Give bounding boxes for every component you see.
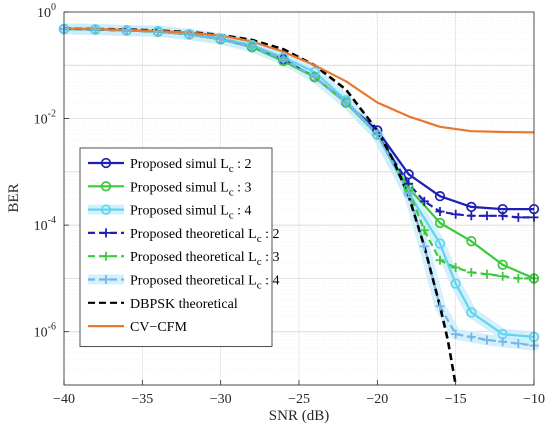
legend-label: Proposed theoretical Lc : 3 bbox=[130, 250, 280, 268]
x-axis-label: SNR (dB) bbox=[269, 408, 329, 424]
data-point bbox=[435, 207, 445, 217]
data-point bbox=[482, 335, 492, 345]
data-point bbox=[122, 25, 132, 35]
legend-entry: Proposed theoretical Lc : 2 bbox=[88, 227, 280, 245]
legend-box bbox=[79, 147, 273, 347]
x-tick-label: −10 bbox=[523, 392, 545, 407]
legend-label: Proposed theoretical Lc : 4 bbox=[130, 274, 280, 292]
x-tick-label: −15 bbox=[445, 392, 467, 407]
data-point bbox=[513, 212, 523, 222]
data-point bbox=[482, 211, 492, 221]
legend-marker bbox=[100, 181, 112, 192]
series-markers bbox=[58, 23, 540, 351]
legend-marker bbox=[101, 275, 111, 284]
legend-label: DBPSK theoretical bbox=[130, 297, 238, 312]
data-point bbox=[466, 211, 476, 221]
data-point bbox=[153, 27, 163, 37]
data-point bbox=[435, 255, 445, 265]
data-point bbox=[404, 188, 414, 198]
data-point bbox=[216, 34, 226, 44]
y-tick-labels: 100 10-2 10-4 10-6 bbox=[34, 2, 56, 341]
data-point bbox=[310, 72, 320, 82]
data-point bbox=[247, 42, 257, 52]
x-tick-label: −30 bbox=[210, 392, 232, 407]
data-point bbox=[466, 267, 476, 277]
data-point bbox=[513, 339, 523, 349]
y-tick-label: 100 bbox=[37, 2, 56, 21]
y-axis-label: BER bbox=[6, 183, 22, 212]
x-tick-labels: −40 −35 −30 −25 −20 −15 −10 bbox=[53, 392, 545, 407]
x-tick-label: −35 bbox=[131, 392, 153, 407]
data-point bbox=[498, 337, 508, 347]
legend: Proposed simul Lc : 2 Proposed simul Lc :… bbox=[79, 147, 280, 347]
y-tick-label: 10-4 bbox=[34, 215, 56, 234]
x-tick-label: −25 bbox=[288, 392, 310, 407]
legend-label: Proposed simul Lc : 3 bbox=[130, 180, 252, 198]
data-point bbox=[513, 273, 523, 283]
legend-entry: Proposed theoretical Lc : 3 bbox=[88, 250, 280, 268]
legend-label: Proposed theoretical Lc : 2 bbox=[130, 227, 280, 245]
legend-entry: DBPSK theoretical bbox=[88, 297, 238, 312]
legend-entry: Proposed simul Lc : 3 bbox=[88, 180, 252, 198]
data-point bbox=[498, 211, 508, 221]
x-tick-label: −40 bbox=[53, 392, 75, 407]
data-point bbox=[450, 278, 461, 289]
legend-label: Proposed simul Lc : 2 bbox=[130, 157, 252, 175]
legend-entry: Proposed simul Lc : 2 bbox=[88, 157, 252, 175]
data-point bbox=[466, 201, 477, 213]
legend-entry: CV−CFM bbox=[88, 320, 187, 335]
data-point bbox=[278, 54, 288, 64]
data-point bbox=[451, 329, 461, 339]
series-line-8 bbox=[63, 27, 535, 134]
y-tick-label: 10-6 bbox=[34, 322, 56, 341]
x-tick-label: −20 bbox=[366, 392, 388, 407]
data-point bbox=[497, 259, 508, 270]
data-point bbox=[451, 263, 461, 273]
data-point bbox=[451, 209, 461, 219]
y-tick-label: 10-2 bbox=[34, 109, 56, 128]
data-point bbox=[435, 301, 445, 311]
data-point bbox=[419, 241, 429, 251]
data-point bbox=[184, 29, 194, 39]
data-point bbox=[498, 271, 508, 281]
legend-marker bbox=[100, 157, 112, 169]
data-point bbox=[434, 238, 446, 249]
data-point bbox=[341, 98, 351, 108]
data-point bbox=[434, 217, 446, 229]
data-point bbox=[466, 307, 477, 318]
data-point bbox=[90, 24, 100, 34]
legend-entry: Proposed theoretical Lc : 4 bbox=[88, 274, 280, 292]
data-point bbox=[434, 191, 446, 202]
ticks bbox=[63, 11, 535, 385]
legend-label: CV−CFM bbox=[130, 320, 187, 335]
legend-marker bbox=[100, 204, 112, 215]
data-point bbox=[482, 269, 492, 279]
data-point bbox=[419, 196, 429, 206]
data-point bbox=[419, 225, 429, 235]
data-point bbox=[403, 169, 414, 180]
legend-marker bbox=[101, 251, 111, 261]
data-point bbox=[466, 332, 476, 342]
legend-label: Proposed simul Lc : 4 bbox=[130, 204, 252, 222]
data-point bbox=[466, 236, 477, 247]
legend-entry: Proposed simul Lc : 4 bbox=[88, 204, 252, 222]
legend-marker bbox=[101, 228, 111, 238]
data-point bbox=[372, 130, 382, 140]
